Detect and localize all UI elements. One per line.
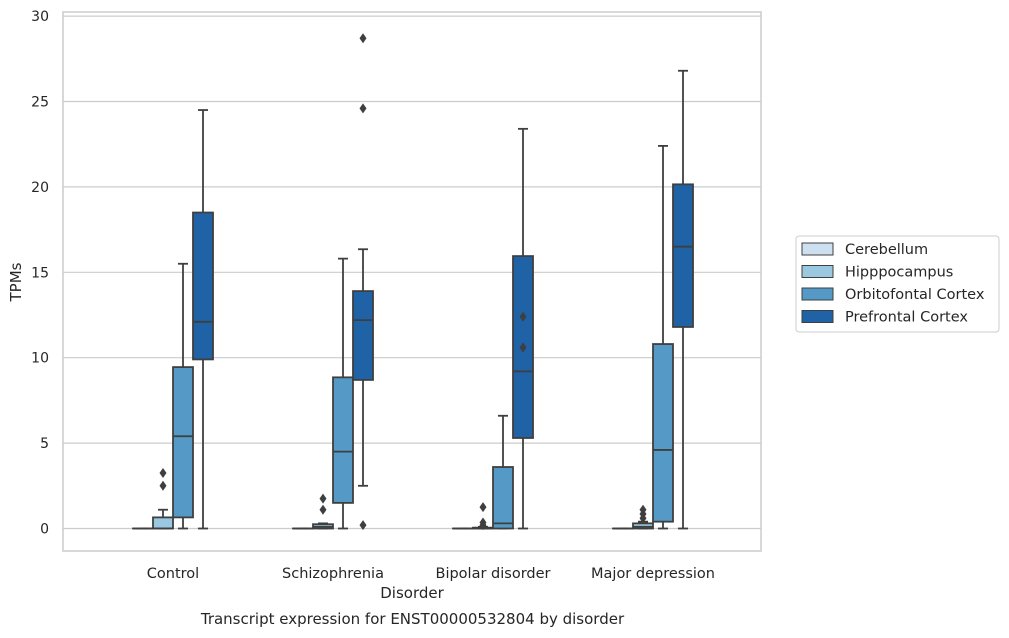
legend-swatch <box>801 242 834 256</box>
box <box>492 466 514 530</box>
x-tick-label: Schizophrenia <box>282 566 384 582</box>
y-tick-label: 25 <box>31 95 49 111</box>
box <box>672 183 694 328</box>
box-group <box>192 109 214 530</box>
outlier-point <box>359 103 367 114</box>
y-axis-ticks: 0 5 10 15 20 25 30 <box>31 9 49 537</box>
outlier-point <box>319 504 327 515</box>
y-axis-label: TPMs <box>7 262 25 302</box>
legend-items: Cerebellum Hipppocampus Orbitofontal Corte… <box>801 242 985 326</box>
box-group <box>512 127 534 530</box>
box <box>152 516 174 530</box>
box-group <box>632 504 654 530</box>
legend-label: Hipppocampus <box>845 265 953 281</box>
box <box>172 366 194 519</box>
legend-frame <box>795 235 1000 333</box>
box-group <box>672 69 694 530</box>
legend: Cerebellum Hipppocampus Orbitofontal Corte… <box>795 235 1000 333</box>
plot-area-frame <box>62 11 762 552</box>
box-group <box>652 145 674 530</box>
outlier-point <box>479 517 487 528</box>
y-tick-label: 20 <box>31 180 49 196</box>
box-group <box>352 33 374 531</box>
x-tick-label: Control <box>147 566 199 582</box>
box <box>652 343 674 523</box>
box-group <box>332 257 354 530</box>
box-group <box>172 262 194 530</box>
legend-label: Cerebellum <box>845 242 928 258</box>
box <box>332 376 354 504</box>
outlier-point <box>519 311 527 322</box>
outlier-point <box>359 33 367 44</box>
y-tick-label: 30 <box>31 9 49 25</box>
box <box>352 290 374 381</box>
legend-label: Orbitofontal Cortex <box>845 287 985 303</box>
outlier-point <box>359 520 367 531</box>
legend-label: Prefrontal Cortex <box>845 310 968 326</box>
y-tick-label: 15 <box>31 265 49 281</box>
y-tick-label: 5 <box>40 436 49 452</box>
x-axis-label: Disorder <box>380 584 444 602</box>
outlier-point <box>479 502 487 513</box>
legend-swatch <box>801 265 834 278</box>
outlier-point <box>639 504 647 515</box>
box-group <box>472 502 494 531</box>
x-tick-label: Major depression <box>591 566 715 582</box>
box-series <box>132 33 694 531</box>
y-tick-label: 0 <box>40 522 49 538</box>
y-tick-label: 10 <box>31 351 49 367</box>
box-group <box>152 467 174 530</box>
outlier-point <box>159 467 167 478</box>
x-axis-ticks: Control Schizophrenia Bipolar disorder Majo… <box>147 566 715 582</box>
outlier-point <box>319 493 327 504</box>
legend-swatch <box>801 287 834 301</box>
box-group <box>312 493 334 530</box>
legend-swatch <box>801 310 834 323</box>
outlier-point <box>159 480 167 491</box>
x-tick-label: Bipolar disorder <box>436 566 551 582</box>
figure-caption: Transcript expression for ENST0000053280… <box>200 610 625 628</box>
box <box>192 211 214 361</box>
outlier-point <box>519 342 527 353</box>
box-group <box>492 414 514 530</box>
